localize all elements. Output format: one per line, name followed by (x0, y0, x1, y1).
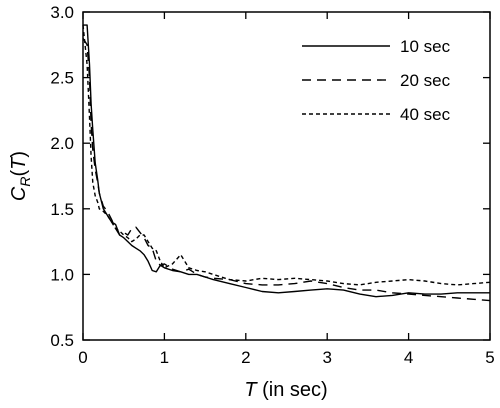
legend-label-3: 40 sec (400, 105, 451, 124)
y-tick-label: 2.0 (50, 134, 74, 153)
x-tick-label: 0 (78, 348, 87, 367)
series-line-3 (82, 25, 491, 286)
x-tick-label: 2 (241, 348, 250, 367)
y-tick-label: 1.0 (50, 265, 74, 284)
legend-label-1: 10 sec (400, 37, 451, 56)
x-tick-label: 3 (322, 348, 331, 367)
y-tick-label: 3.0 (50, 3, 74, 22)
x-axis-title: T (in sec) (244, 379, 327, 401)
x-tick-label: 4 (404, 348, 413, 367)
y-tick-label: 2.5 (50, 69, 74, 88)
data-series (82, 24, 491, 302)
y-axis-title: CR(T) (8, 151, 33, 201)
x-tick-label: 1 (160, 348, 169, 367)
x-tick-label: 5 (485, 348, 494, 367)
series-line-2 (82, 37, 491, 302)
plot-frame (82, 11, 491, 341)
legend-label-2: 20 sec (400, 71, 451, 90)
legend: 10 sec 20 sec 40 sec (302, 37, 451, 124)
y-tick-label: 0.5 (50, 331, 74, 350)
y-axis-ticks: 0.5 1.0 1.5 2.0 2.5 3.0 (50, 3, 490, 350)
series-line-1 (83, 24, 490, 298)
y-tick-label: 1.5 (50, 200, 74, 219)
x-axis-ticks: 0 1 2 3 4 5 (78, 12, 495, 367)
